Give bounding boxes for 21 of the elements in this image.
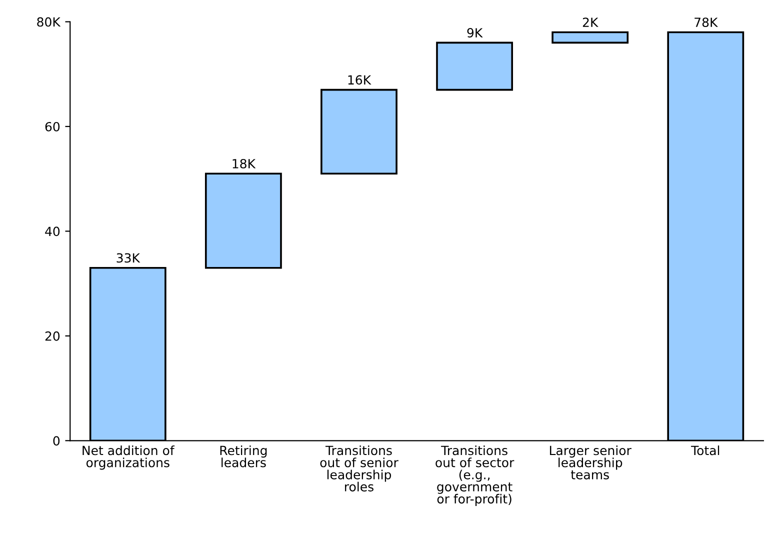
y-tick-label: 60 [45,122,60,132]
bar [320,88,398,175]
data-label: 9K [467,28,483,38]
bar [204,172,282,269]
bar [552,31,629,44]
y-tick-label: 40 [45,226,60,236]
x-tick-label: Total [691,446,720,456]
x-tick-label: Larger senior leadership teams [550,446,632,480]
data-label: 16K [348,75,372,85]
data-label: 78K [694,18,718,28]
y-tick-label: 0 [53,436,60,446]
x-tick-label: Retiring leaders [220,446,267,468]
x-tick-label: Transitions out of senior leadership roles [320,446,398,492]
y-tick-label: 80K [37,17,61,27]
data-label: 33K [116,253,140,263]
bar [436,42,513,91]
x-tick-label: Transitions out of sector (e.g., government or for-profit) [436,446,514,506]
data-label: 2K [582,18,598,27]
x-tick-label: Net addition of organizations [82,446,175,470]
data-label: 18K [232,158,256,168]
y-tick-label: 20 [45,331,60,341]
